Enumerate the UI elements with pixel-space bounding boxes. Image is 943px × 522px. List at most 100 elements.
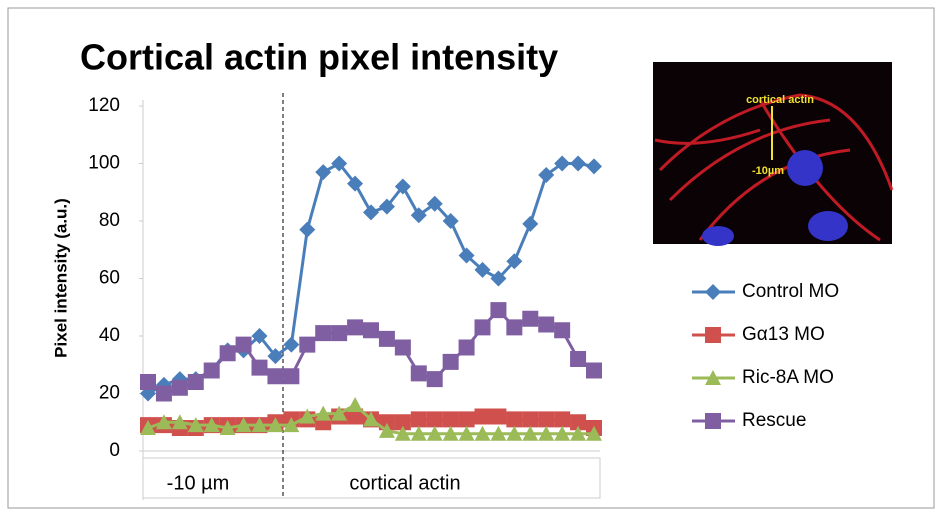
marker: [378, 198, 395, 215]
marker: [394, 178, 411, 195]
marker: [522, 425, 539, 441]
y-tick-label: 0: [109, 440, 120, 461]
inset-actin: [654, 93, 894, 242]
y-axis-title: Pixel intensity (a.u.): [51, 198, 70, 358]
marker: [705, 413, 721, 429]
marker: [570, 155, 587, 172]
x-group-label: cortical actin: [349, 472, 460, 494]
marker: [474, 408, 491, 425]
marker: [347, 175, 364, 192]
y-tick-label: 20: [99, 383, 120, 404]
marker: [331, 405, 348, 421]
marker: [251, 359, 268, 376]
marker: [235, 336, 252, 353]
marker: [522, 310, 539, 327]
inset-label: -10µm: [752, 165, 784, 177]
marker: [155, 385, 172, 402]
marker: [538, 167, 555, 183]
marker: [426, 371, 443, 388]
marker: [187, 374, 204, 390]
marker: [299, 221, 316, 238]
marker: [378, 330, 395, 347]
marker: [570, 425, 587, 441]
marker: [171, 379, 188, 396]
marker: [538, 316, 555, 333]
marker: [506, 253, 523, 270]
marker: [410, 365, 427, 382]
y-tick-label: 100: [88, 153, 120, 174]
marker: [458, 247, 475, 264]
marker: [155, 414, 172, 430]
marker: [506, 411, 523, 428]
marker: [474, 261, 491, 278]
marker: [283, 336, 300, 353]
legend-label: Gα13 MO: [742, 324, 825, 345]
inset-image: cortical actin -10µm: [653, 62, 894, 246]
inset-nucleus: [702, 226, 734, 246]
marker: [586, 425, 602, 441]
inset-nucleus: [787, 150, 823, 186]
marker: [426, 411, 443, 428]
y-tick-label: 40: [99, 325, 120, 346]
marker: [442, 213, 459, 229]
marker: [347, 319, 364, 336]
marker: [586, 158, 602, 175]
marker: [490, 425, 507, 441]
marker: [315, 405, 332, 421]
marker: [235, 417, 252, 433]
inset-label: cortical actin: [746, 94, 814, 106]
marker: [267, 417, 284, 433]
marker: [410, 411, 427, 428]
marker: [394, 339, 411, 356]
marker: [474, 319, 491, 336]
marker: [458, 411, 475, 428]
marker: [283, 368, 300, 385]
marker: [394, 425, 411, 441]
y-tick-label: 80: [99, 210, 120, 231]
marker: [705, 284, 721, 300]
marker: [490, 270, 507, 287]
marker: [171, 414, 188, 430]
marker: [363, 411, 379, 427]
marker: [363, 204, 379, 221]
y-tick-label: 60: [99, 268, 120, 289]
marker: [219, 345, 236, 362]
marker: [442, 411, 459, 428]
marker: [140, 420, 156, 435]
marker: [203, 417, 220, 433]
marker: [251, 328, 268, 344]
marker: [705, 327, 721, 343]
marker: [554, 411, 571, 428]
marker: [203, 362, 220, 379]
marker: [554, 322, 571, 339]
y-tick-label: 120: [88, 95, 120, 116]
marker: [570, 351, 587, 367]
x-group-label: -10 µm: [167, 472, 230, 494]
marker: [506, 319, 523, 336]
marker: [522, 215, 539, 232]
marker: [187, 417, 204, 433]
marker: [315, 164, 332, 181]
marker: [474, 425, 491, 441]
marker: [219, 420, 236, 435]
marker: [458, 339, 475, 356]
marker: [426, 425, 443, 441]
marker: [410, 207, 427, 224]
marker: [283, 417, 300, 433]
marker: [586, 362, 602, 379]
marker: [705, 370, 721, 385]
legend-label: Control MO: [742, 281, 839, 302]
marker: [331, 325, 348, 342]
marker: [506, 425, 523, 441]
x-group-box: [142, 457, 601, 499]
marker: [315, 325, 332, 342]
marker: [554, 425, 571, 441]
marker: [347, 408, 364, 425]
marker: [331, 155, 348, 172]
marker: [490, 408, 507, 425]
marker: [299, 336, 316, 353]
marker: [442, 353, 459, 370]
marker: [267, 368, 284, 385]
legend-label: Ric-8A MO: [742, 367, 834, 388]
